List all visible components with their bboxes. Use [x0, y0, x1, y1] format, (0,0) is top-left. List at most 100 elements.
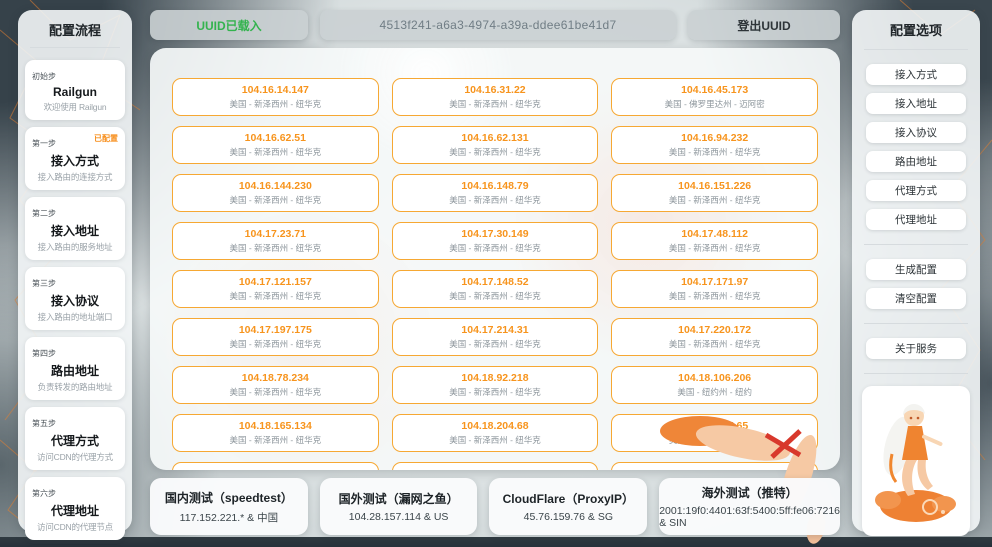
ip-address: 104.17.121.157 [238, 276, 312, 288]
ip-cell[interactable]: 104.17.48.112 美国 - 新泽西州 - 纽华克 [611, 222, 818, 260]
option-button[interactable]: 代理地址 [866, 209, 966, 230]
config-step-card[interactable]: 第一步 已配置 接入方式 接入路由的连接方式 [25, 127, 125, 190]
ip-cell[interactable]: 104.18.78.234 美国 - 新泽西州 - 纽华克 [172, 366, 379, 404]
uuid-value-field[interactable]: 4513f241-a6a3-4974-a39a-ddee61be41d7 [320, 10, 676, 40]
ip-address: 104.17.30.149 [461, 228, 529, 240]
ip-address: 104.16.144.230 [238, 180, 312, 192]
config-step-list: 初始步 Railgun 欢迎使用 Railgun 第一步 已配置 接入方式 接入… [18, 48, 132, 547]
ip-cell[interactable]: 104.16.94.232 美国 - 新泽西州 - 纽华克 [611, 126, 818, 164]
step-title: Railgun [53, 85, 97, 99]
ip-cell[interactable]: 104.16.62.131 美国 - 新泽西州 - 纽华克 [391, 126, 599, 164]
test-result-value: 104.28.157.114 & US [348, 511, 449, 523]
step-title: 路由地址 [50, 364, 99, 378]
ip-location: 美国 - 新泽西州 - 纽华克 [449, 243, 541, 253]
config-options-title: 配置选项 [889, 23, 942, 38]
mascot-card [862, 386, 970, 536]
option-button[interactable]: 路由地址 [866, 151, 966, 172]
ip-cell[interactable]: 104.17.30.149 美国 - 新泽西州 - 纽华克 [391, 222, 599, 260]
ip-cell[interactable]: 104.17.121.157 美国 - 新泽西州 - 纽华克 [172, 270, 379, 308]
option-button[interactable]: 接入协议 [866, 122, 966, 143]
ip-cell-partial[interactable] [391, 462, 599, 470]
ip-cell[interactable]: 104.17.220.172 美国 - 新泽西州 - 纽华克 [611, 318, 818, 356]
ip-cell[interactable]: 104.16.62.51 美国 - 新泽西州 - 纽华克 [172, 126, 379, 164]
test-result-title: 海外测试（推特） [701, 486, 798, 500]
step-description: 访问CDN的代理节点 [37, 522, 113, 532]
ip-cell[interactable]: 104.17.171.97 美国 - 新泽西州 - 纽华克 [611, 270, 818, 308]
ip-location: 美国 - 新泽西州 - 纽华克 [449, 99, 541, 109]
ip-location: 美国 - 新泽西州 - 纽华克 [668, 147, 761, 157]
ip-location: 美国 - 新泽西州 - 纽华克 [229, 147, 322, 157]
ip-cell[interactable]: 104.17.197.175 美国 - 新泽西州 - 纽华克 [172, 318, 379, 356]
test-results-bar: 国内测试（speedtest） 117.152.221.* & 中国 国外测试（… [150, 478, 841, 535]
ip-cell-partial[interactable] [611, 462, 818, 470]
config-step-card[interactable]: 第四步 路由地址 负责转发的路由地址 [25, 337, 125, 400]
test-result-cell[interactable]: 国外测试（漏网之鱼） 104.28.157.114 & US [319, 478, 478, 535]
test-result-title: 国内测试（speedtest） [164, 490, 293, 505]
config-step-card[interactable]: 初始步 Railgun 欢迎使用 Railgun [25, 60, 125, 120]
config-step-card[interactable]: 第二步 接入地址 接入路由的服务地址 [25, 197, 125, 260]
ip-address: 104.17.23.71 [244, 228, 306, 240]
config-step-card[interactable]: 第三步 接入协议 接入路由的地址端口 [25, 267, 125, 330]
ip-grid: 104.16.14.147 美国 - 新泽西州 - 纽华克 104.16.31.… [150, 48, 840, 470]
bottom-dark-strip [0, 537, 992, 547]
ip-cell-partial[interactable] [172, 462, 379, 470]
ip-location: 美国 - 新泽西州 - 纽华克 [229, 243, 322, 253]
top-bar: UUID已载入 4513f241-a6a3-4974-a39a-ddee61be… [150, 10, 840, 40]
ip-address: 104.18.237.65 [681, 420, 749, 432]
ip-location: 美国 - 新泽西州 - 纽华克 [668, 435, 761, 445]
ip-cell[interactable]: 104.18.204.68 美国 - 新泽西州 - 纽华克 [391, 414, 599, 452]
test-result-cell[interactable]: 海外测试（推特） 2001:19f0:4401:63f:5400:5ff:fe0… [659, 478, 841, 535]
configured-badge: 已配置 [94, 134, 118, 143]
ip-cell[interactable]: 104.16.148.79 美国 - 新泽西州 - 纽华克 [391, 174, 599, 212]
config-step-card[interactable]: 第六步 代理地址 访问CDN的代理节点 [25, 477, 125, 540]
option-button[interactable]: 生成配置 [866, 259, 966, 280]
ip-location: 美国 - 新泽西州 - 纽华克 [449, 339, 541, 349]
option-button[interactable]: 代理方式 [866, 180, 966, 201]
ip-address: 104.16.62.131 [461, 132, 529, 144]
option-button[interactable]: 关于服务 [866, 338, 966, 359]
ip-cell[interactable]: 104.17.214.31 美国 - 新泽西州 - 纽华克 [391, 318, 599, 356]
ip-cell[interactable]: 104.18.92.218 美国 - 新泽西州 - 纽华克 [391, 366, 599, 404]
ip-address: 104.18.106.206 [678, 372, 752, 384]
ip-location: 美国 - 纽约州 - 纽约 [677, 387, 752, 397]
ip-address: 104.17.48.112 [681, 228, 748, 240]
ip-location: 美国 - 新泽西州 - 纽华克 [229, 387, 322, 397]
ip-address: 104.17.148.52 [461, 276, 529, 288]
divider [864, 49, 968, 50]
test-result-value: 2001:19f0:4401:63f:5400:5ff:fe06:7216 & … [659, 505, 841, 529]
uuid-status-chip[interactable]: UUID已载入 [150, 10, 308, 40]
ip-cell[interactable]: 104.18.106.206 美国 - 纽约州 - 纽约 [611, 366, 818, 404]
ip-address: 104.16.45.173 [681, 84, 749, 96]
option-button-group-1: 接入方式接入地址接入协议路由地址代理方式代理地址 [852, 52, 980, 242]
logout-uuid-button[interactable]: 登出UUID [688, 10, 840, 40]
ip-cell[interactable]: 104.18.165.134 美国 - 新泽西州 - 纽华克 [172, 414, 379, 452]
ip-cell[interactable]: 104.17.148.52 美国 - 新泽西州 - 纽华克 [391, 270, 599, 308]
ip-location: 美国 - 新泽西州 - 纽华克 [668, 243, 761, 253]
ip-address: 104.16.62.51 [244, 132, 306, 144]
ip-cell[interactable]: 104.18.237.65 美国 - 新泽西州 - 纽华克 [611, 414, 818, 452]
option-button[interactable]: 接入方式 [866, 64, 966, 85]
ip-location: 美国 - 新泽西州 - 纽华克 [668, 195, 761, 205]
test-result-cell[interactable]: CloudFlare（ProxyIP） 45.76.159.76 & SG [489, 478, 648, 535]
ip-cell[interactable]: 104.17.23.71 美国 - 新泽西州 - 纽华克 [172, 222, 379, 260]
ip-address: 104.16.151.226 [678, 180, 752, 192]
config-step-card[interactable]: 第五步 代理方式 访问CDN的代理方式 [25, 407, 125, 470]
divider [864, 373, 968, 374]
ip-location: 美国 - 新泽西州 - 纽华克 [449, 291, 541, 301]
ip-location: 美国 - 新泽西州 - 纽华克 [229, 435, 322, 445]
config-options-sidebar: 配置选项 接入方式接入地址接入协议路由地址代理方式代理地址 生成配置清空配置 关… [852, 10, 980, 536]
ip-cell[interactable]: 104.16.151.226 美国 - 新泽西州 - 纽华克 [611, 174, 818, 212]
config-flow-title: 配置流程 [48, 23, 101, 38]
test-result-cell[interactable]: 国内测试（speedtest） 117.152.221.* & 中国 [150, 478, 308, 535]
ip-cell[interactable]: 104.16.45.173 美国 - 佛罗里达州 - 迈阿密 [611, 78, 818, 116]
ip-location: 美国 - 新泽西州 - 纽华克 [668, 339, 761, 349]
divider [864, 323, 968, 324]
ip-cell[interactable]: 104.16.31.22 美国 - 新泽西州 - 纽华克 [391, 78, 599, 116]
divider [864, 244, 968, 245]
ip-cell[interactable]: 104.16.144.230 美国 - 新泽西州 - 纽华克 [172, 174, 379, 212]
option-button[interactable]: 接入地址 [866, 93, 966, 114]
ip-cell[interactable]: 104.16.14.147 美国 - 新泽西州 - 纽华克 [172, 78, 379, 116]
ip-address: 104.18.92.218 [461, 372, 529, 384]
test-result-value: 45.76.159.76 & SG [523, 511, 613, 523]
option-button[interactable]: 清空配置 [866, 288, 966, 309]
